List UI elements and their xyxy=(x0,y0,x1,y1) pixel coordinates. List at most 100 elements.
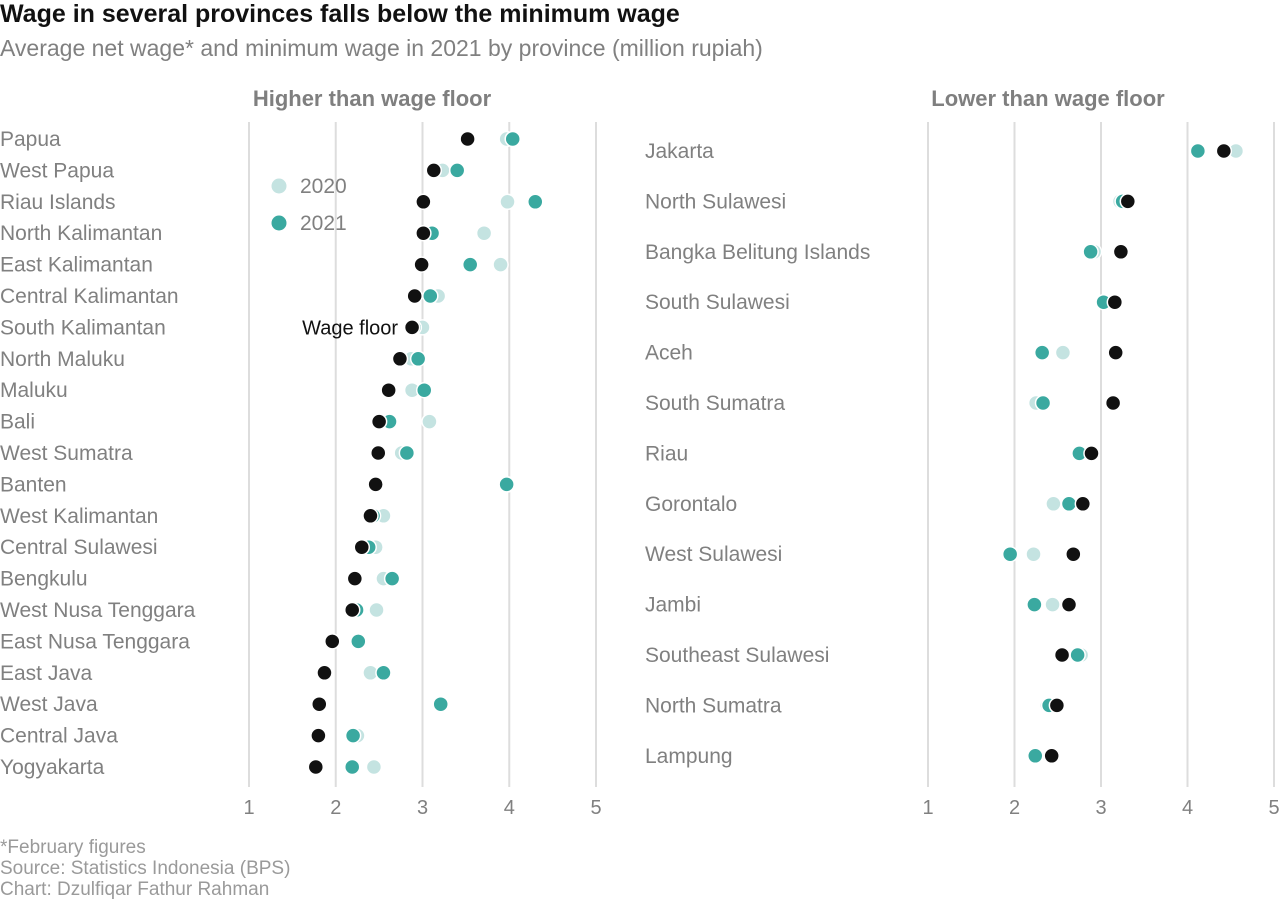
left-panel-title: Higher than wage floor xyxy=(253,86,492,111)
right-dot-2021 xyxy=(1033,344,1051,361)
right-row-label: Jambi xyxy=(645,594,701,617)
legend-label-2021: 2021 xyxy=(300,212,347,235)
left-row-label: South Kalimantan xyxy=(0,316,166,339)
right-dot-2021 xyxy=(1034,394,1052,412)
left-dot-2021 xyxy=(409,350,427,368)
right-dot-wage-floor xyxy=(1060,596,1078,613)
left-row-label: West Java xyxy=(0,693,98,716)
left-dot-wage-floor xyxy=(353,538,371,556)
left-row-label: West Papua xyxy=(0,159,114,182)
right-row-label: Bangka Belitung Islands xyxy=(645,241,870,264)
left-dot-2021 xyxy=(350,633,367,650)
left-x-tick-label: 4 xyxy=(504,797,515,819)
right-dot-2021 xyxy=(1069,646,1086,664)
left-row-label: West Kalimantan xyxy=(0,505,158,528)
left-row-label: North Kalimantan xyxy=(0,222,162,245)
left-dot-2021 xyxy=(344,727,362,744)
right-row-label: Lampung xyxy=(645,745,733,768)
left-dot-2020 xyxy=(421,413,438,430)
left-dot-wage-floor xyxy=(403,319,421,336)
left-dot-2021 xyxy=(527,193,544,211)
left-dot-wage-floor xyxy=(406,287,423,305)
right-dot-wage-floor xyxy=(1215,142,1233,160)
right-dot-2021 xyxy=(1026,596,1043,613)
left-dot-2020 xyxy=(365,758,383,776)
left-dot-wage-floor xyxy=(370,444,387,462)
right-dot-2021 xyxy=(1189,142,1207,160)
right-dot-2020 xyxy=(1054,344,1072,361)
left-dot-2021 xyxy=(383,570,401,587)
source-note: Source: Statistics Indonesia (BPS) xyxy=(0,858,291,879)
right-dot-wage-floor xyxy=(1043,747,1060,765)
footnote: *February figures xyxy=(0,837,146,858)
left-row-label: West Nusa Tenggara xyxy=(0,599,196,622)
right-dot-2020 xyxy=(1044,596,1061,613)
right-dot-wage-floor xyxy=(1048,697,1066,714)
right-panel-title: Lower than wage floor xyxy=(931,86,1165,111)
left-dot-wage-floor xyxy=(324,633,341,650)
right-x-tick-label: 1 xyxy=(922,797,933,819)
left-dot-wage-floor xyxy=(425,162,443,179)
chart-subtitle: Average net wage* and minimum wage in 20… xyxy=(0,35,763,61)
left-row-label: Central Java xyxy=(0,725,118,748)
left-dot-2020 xyxy=(368,601,385,619)
right-dot-wage-floor xyxy=(1083,445,1100,462)
left-dot-wage-floor xyxy=(459,130,476,148)
left-dot-wage-floor xyxy=(391,350,409,368)
left-row-label: East Nusa Tenggara xyxy=(0,630,190,653)
left-dot-2020 xyxy=(475,224,493,242)
left-dot-wage-floor xyxy=(311,695,328,713)
left-dot-2021 xyxy=(343,758,361,776)
right-row-label: Gorontalo xyxy=(645,493,737,516)
left-dot-wage-floor xyxy=(346,570,364,587)
wage-floor-annotation: Wage floor xyxy=(302,317,398,339)
left-dot-wage-floor xyxy=(380,381,397,399)
left-dot-wage-floor xyxy=(367,476,384,493)
credit-note: Chart: Dzulfiqar Fathur Rahman xyxy=(0,879,270,900)
left-dot-2021 xyxy=(422,287,439,305)
right-row-label: South Sumatra xyxy=(645,392,785,415)
left-dot-2021 xyxy=(504,130,521,148)
left-row-label: North Maluku xyxy=(0,348,125,371)
right-row-label: South Sulawesi xyxy=(645,291,790,314)
right-row-label: North Sumatra xyxy=(645,694,782,717)
left-dot-wage-floor xyxy=(415,224,432,242)
left-x-tick-label: 5 xyxy=(590,797,601,819)
right-dot-2020 xyxy=(1045,495,1062,513)
left-row-label: Yogyakarta xyxy=(0,756,105,779)
left-dot-2021 xyxy=(375,664,392,682)
left-dot-wage-floor xyxy=(370,413,388,430)
legend-swatch-2021 xyxy=(271,215,287,231)
left-dot-2021 xyxy=(432,695,449,713)
right-dot-2021 xyxy=(1027,747,1044,765)
right-x-tick-label: 3 xyxy=(1095,797,1106,819)
left-row-label: Maluku xyxy=(0,379,68,402)
left-dot-wage-floor xyxy=(413,256,430,273)
right-dot-wage-floor xyxy=(1112,243,1130,261)
left-row-label: Papua xyxy=(0,128,61,151)
left-x-tick-label: 2 xyxy=(330,797,341,819)
right-row-label: Southeast Sulawesi xyxy=(645,644,829,667)
right-x-tick-label: 4 xyxy=(1182,797,1193,819)
right-dot-2021 xyxy=(1082,243,1099,261)
left-dot-wage-floor xyxy=(316,664,333,682)
right-dot-2020 xyxy=(1025,545,1042,563)
left-dot-2020 xyxy=(499,193,516,211)
left-dot-wage-floor xyxy=(415,193,432,211)
left-dot-2021 xyxy=(498,476,515,493)
right-dot-wage-floor xyxy=(1074,495,1092,513)
left-row-label: Riau Islands xyxy=(0,191,116,214)
legend-swatch-2020 xyxy=(271,178,287,194)
right-row-label: Riau xyxy=(645,442,688,465)
left-dot-2021 xyxy=(415,381,433,399)
chart-title: Wage in several provinces falls below th… xyxy=(0,0,680,28)
left-x-tick-label: 1 xyxy=(243,797,254,819)
right-dot-wage-floor xyxy=(1106,293,1124,311)
left-row-label: Central Kalimantan xyxy=(0,285,179,308)
left-row-label: East Kalimantan xyxy=(0,254,153,277)
left-row-label: East Java xyxy=(0,662,93,685)
left-row-label: Central Sulawesi xyxy=(0,536,158,559)
right-dot-wage-floor xyxy=(1119,193,1137,210)
right-row-label: Aceh xyxy=(645,342,693,365)
